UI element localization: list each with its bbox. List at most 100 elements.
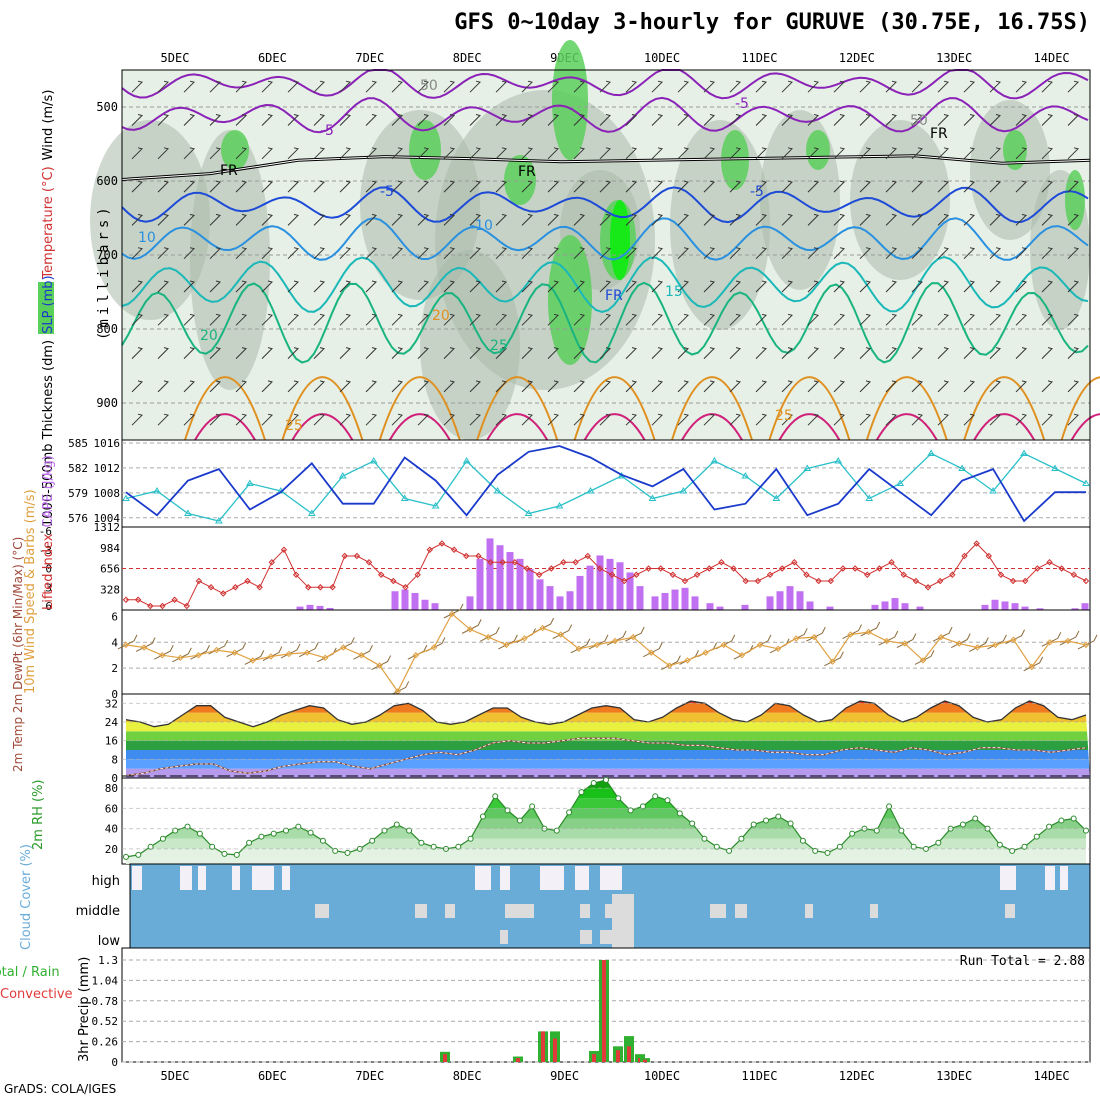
pressure-axis-label: (millibars) — [96, 203, 112, 340]
wind-speed-point — [340, 644, 347, 651]
surface-wind-barb — [661, 655, 681, 671]
li-point — [268, 559, 276, 566]
wind-barb — [937, 80, 949, 93]
wind-ylabel: 10m Wind Speed & Barbs (m/s) — [23, 489, 38, 694]
isotherm-30 — [486, 413, 549, 441]
li-point — [657, 565, 664, 572]
wind-barb — [287, 147, 299, 160]
thickness-tick: 576 — [68, 512, 88, 525]
wind-barb — [911, 147, 923, 160]
wind-barb — [573, 380, 585, 393]
wind-barb — [859, 180, 871, 193]
wind-barb — [495, 347, 507, 359]
cape-tick: 1312 — [94, 521, 121, 534]
cape-bar — [786, 586, 794, 610]
rh-point — [738, 835, 745, 842]
li-point — [1070, 571, 1078, 578]
wind-barb — [703, 213, 715, 226]
surface-wind-barb — [280, 643, 301, 659]
wind-barb — [885, 247, 897, 260]
surface-wind-barb — [353, 645, 373, 660]
surface-wind-barb — [552, 624, 573, 640]
wind-barb — [547, 247, 559, 260]
wind-speed-point — [738, 652, 746, 659]
wind-barb — [729, 80, 741, 93]
wind-speed-point — [575, 645, 583, 652]
wind-barb — [599, 147, 611, 160]
cape-bar — [871, 604, 879, 610]
wind-barb — [651, 114, 663, 126]
surface-wind-barb — [244, 650, 265, 665]
cape-bar — [391, 591, 399, 610]
li-point — [1034, 565, 1041, 572]
wind-barb — [287, 247, 299, 260]
wind-barb — [443, 147, 455, 160]
wind-barb — [261, 247, 273, 260]
cape-tick: 984 — [100, 542, 120, 555]
wind-barb — [157, 114, 169, 126]
wind-barb — [651, 413, 663, 426]
pressure-tick: 600 — [96, 174, 118, 188]
wind-barb — [313, 413, 325, 426]
wind-barb — [469, 247, 481, 260]
thickness-point — [741, 472, 750, 479]
cape-bar — [651, 596, 659, 610]
thickness-point — [338, 472, 347, 479]
rh-point — [1021, 843, 1028, 850]
wind-barb — [625, 213, 637, 226]
contour-label: FR — [605, 288, 623, 304]
wind-barb — [963, 380, 975, 393]
wind-speed-point — [720, 641, 727, 649]
cape-bar — [741, 604, 749, 610]
li-point — [511, 559, 519, 566]
rh-point — [307, 829, 314, 836]
rh-point — [689, 820, 696, 827]
wind-barb — [859, 347, 871, 359]
rh-gray-area — [435, 90, 655, 390]
wind-barb — [209, 114, 221, 126]
wind-barb — [1015, 213, 1027, 226]
wind-barb — [989, 80, 1001, 93]
cape-bar — [556, 596, 564, 610]
slp-ylabel: 1000-500mb Thickness (dm)SLP (mb) — [41, 275, 56, 527]
rh-point — [135, 851, 142, 858]
rh-gray-area — [970, 100, 1050, 240]
cape-bar — [626, 572, 634, 610]
surface-wind-barb — [1041, 632, 1062, 647]
cloud-clear-high — [252, 866, 262, 890]
wind-barb — [235, 347, 247, 359]
wind-barb — [469, 280, 481, 293]
cape-bar — [636, 586, 644, 610]
wind-barb — [807, 313, 819, 326]
wind-barb — [417, 114, 429, 126]
wind-barb — [183, 213, 195, 226]
slp-tick: 1008 — [94, 487, 121, 500]
wind-barb — [209, 247, 221, 260]
cloud-mid — [520, 904, 534, 918]
li-point — [414, 571, 421, 578]
li-point — [365, 559, 373, 566]
x-tick-bottom: 9DEC — [550, 1069, 579, 1083]
wind-barb — [677, 313, 689, 326]
dewpt-line-inner — [125, 737, 1087, 777]
wind-barb — [495, 280, 507, 293]
contour-label: -5 — [735, 96, 749, 112]
li-point — [900, 571, 907, 578]
cloud-clear-high — [198, 866, 206, 890]
li-point — [815, 577, 822, 585]
wind-barb — [625, 413, 637, 426]
wind-barb — [1015, 413, 1027, 426]
wind-barb — [859, 147, 871, 160]
wind-barb — [703, 114, 715, 126]
wind-barb — [833, 80, 845, 93]
wind-barb — [157, 413, 169, 426]
cloud-mid — [445, 904, 455, 918]
isotherm-25 — [768, 376, 851, 441]
wind-barb — [963, 80, 975, 93]
surface-wind-barb — [606, 630, 627, 646]
wind-speed-point — [648, 649, 655, 656]
cloud-level-label: high — [92, 874, 120, 889]
rh-point — [763, 817, 769, 824]
wind-barb — [833, 114, 845, 126]
thickness-point — [462, 457, 471, 464]
